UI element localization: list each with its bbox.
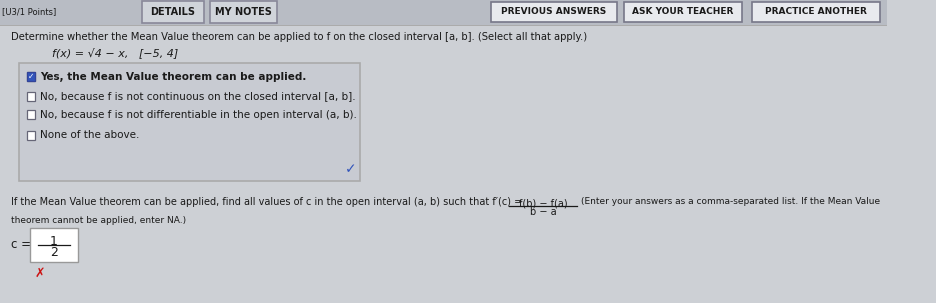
Text: theorem cannot be applied, enter NA.): theorem cannot be applied, enter NA.) <box>11 216 186 225</box>
Text: 2: 2 <box>51 246 58 259</box>
FancyBboxPatch shape <box>26 72 35 81</box>
FancyBboxPatch shape <box>26 131 35 140</box>
Text: PREVIOUS ANSWERS: PREVIOUS ANSWERS <box>502 8 607 16</box>
FancyBboxPatch shape <box>26 72 35 81</box>
Text: No, because f is not differentiable in the open interval (a, b).: No, because f is not differentiable in t… <box>40 109 357 119</box>
FancyBboxPatch shape <box>0 0 887 25</box>
Text: ASK YOUR TEACHER: ASK YOUR TEACHER <box>632 8 734 16</box>
Text: DETAILS: DETAILS <box>151 7 196 17</box>
Text: 1: 1 <box>51 235 58 248</box>
FancyBboxPatch shape <box>19 63 360 181</box>
Text: PRACTICE ANOTHER: PRACTICE ANOTHER <box>765 8 867 16</box>
Text: Determine whether the Mean Value theorem can be applied to f on the closed inter: Determine whether the Mean Value theorem… <box>11 32 588 42</box>
Text: No, because f is not continuous on the closed interval [a, b].: No, because f is not continuous on the c… <box>40 92 356 102</box>
Text: f(b) − f(a): f(b) − f(a) <box>519 198 567 208</box>
Text: Yes, the Mean Value theorem can be applied.: Yes, the Mean Value theorem can be appli… <box>40 72 306 82</box>
Text: MY NOTES: MY NOTES <box>215 7 272 17</box>
Text: ✗: ✗ <box>35 267 45 280</box>
Text: ✓: ✓ <box>28 72 34 81</box>
FancyBboxPatch shape <box>26 110 35 119</box>
FancyBboxPatch shape <box>30 228 78 262</box>
FancyBboxPatch shape <box>491 2 617 22</box>
FancyBboxPatch shape <box>623 2 742 22</box>
Text: (Enter your answers as a comma-separated list. If the Mean Value: (Enter your answers as a comma-separated… <box>581 197 880 206</box>
Text: [U3/1 Points]: [U3/1 Points] <box>2 8 56 16</box>
FancyBboxPatch shape <box>752 2 880 22</box>
Text: None of the above.: None of the above. <box>40 131 139 141</box>
Text: If the Mean Value theorem can be applied, find all values of c in the open inter: If the Mean Value theorem can be applied… <box>11 197 522 207</box>
Text: b − a: b − a <box>530 207 556 217</box>
Text: ✓: ✓ <box>344 162 357 176</box>
FancyBboxPatch shape <box>211 1 277 23</box>
FancyBboxPatch shape <box>26 92 35 101</box>
Text: c =: c = <box>11 238 32 251</box>
Text: f(x) = √4 − x,   [−5, 4]: f(x) = √4 − x, [−5, 4] <box>52 47 179 58</box>
FancyBboxPatch shape <box>142 1 204 23</box>
